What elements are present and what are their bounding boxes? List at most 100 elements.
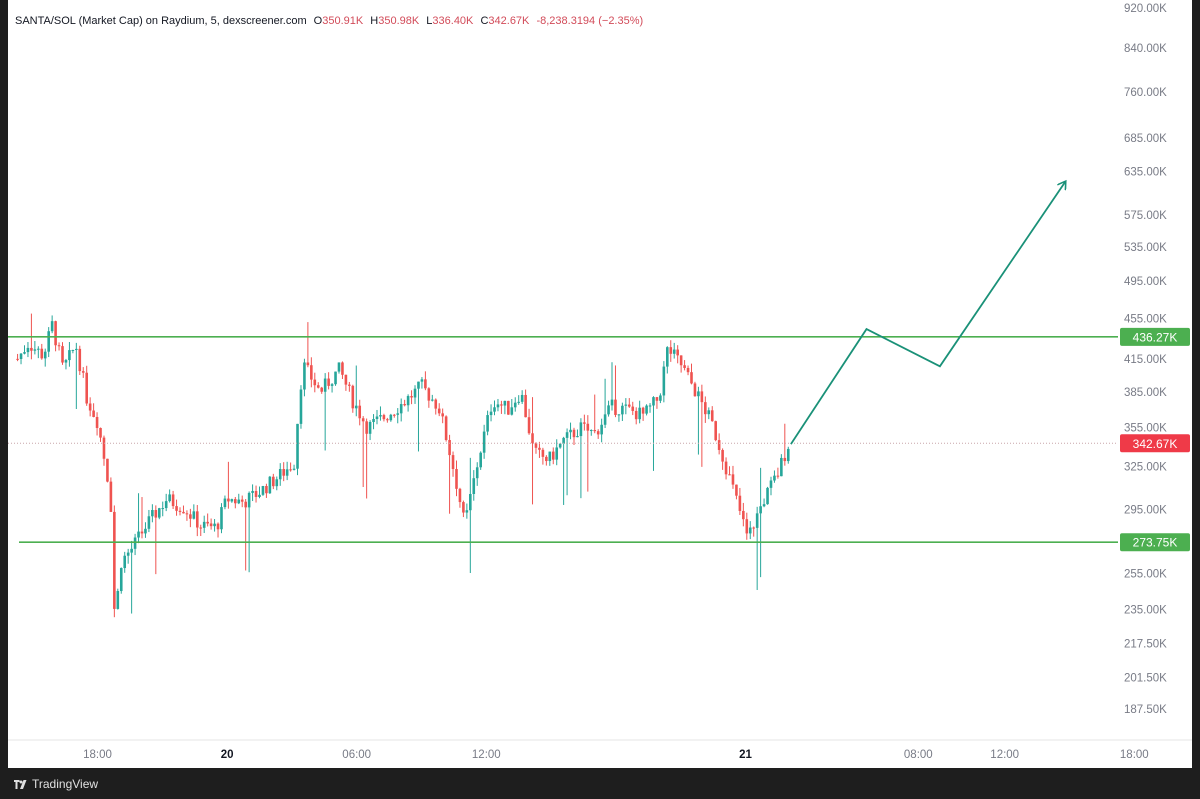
candle-body <box>379 415 382 417</box>
time-tick-label: 12:00 <box>472 749 501 761</box>
candle-body <box>638 407 641 420</box>
candle-body <box>520 394 524 402</box>
candle-body <box>583 422 586 424</box>
chart-svg[interactable]: 436.27K 273.75K 342.67K 920.00K 840.00K 760.… <box>8 0 1192 768</box>
candle-body <box>30 347 33 351</box>
candle-body <box>728 474 731 476</box>
candle-body <box>254 490 258 497</box>
candle-body <box>396 413 400 415</box>
candle-body <box>316 385 320 388</box>
chart-panel[interactable]: 436.27K 273.75K 342.67K 920.00K 840.00K 760.… <box>8 0 1192 768</box>
candle-body <box>455 468 458 489</box>
candle-body <box>175 506 178 511</box>
footer: TradingView <box>14 776 98 792</box>
candle-body <box>16 358 19 360</box>
candle-body <box>285 469 289 476</box>
time-tick-label: 08:00 <box>904 749 933 761</box>
candle-body <box>78 348 82 372</box>
candle-body <box>133 537 137 549</box>
candle-body <box>555 447 559 460</box>
price-tick-label: 325.00K <box>1124 462 1167 474</box>
price-tick-label: 920.00K <box>1124 3 1167 15</box>
candle-body <box>641 407 645 414</box>
time-tick-label: 21 <box>739 749 752 761</box>
candle-body <box>92 410 95 417</box>
candle-body <box>282 469 285 476</box>
candle-body <box>714 421 717 441</box>
candle-body <box>164 501 168 509</box>
candle-body <box>634 410 638 420</box>
candle-body <box>189 514 192 519</box>
candle-body <box>206 521 209 524</box>
candle-body <box>548 451 552 462</box>
candle-body <box>783 457 787 462</box>
candle-body <box>589 430 593 432</box>
candle-body <box>310 365 313 380</box>
candle-body <box>513 402 517 408</box>
candle-body <box>354 405 358 409</box>
candle-body <box>469 494 472 511</box>
candle-body <box>700 391 704 403</box>
candle-body <box>382 415 386 420</box>
candle-body <box>361 418 365 422</box>
price-axis[interactable]: 920.00K 840.00K 760.00K 685.00K 635.00K 575.0… <box>1124 3 1167 716</box>
candle-body <box>759 506 762 514</box>
legend-open-label: O <box>313 15 323 27</box>
level-badge-label: 273.75K <box>1133 536 1178 550</box>
legend-change: -8,238.3194 (−2.35%) <box>536 15 644 27</box>
candle-body <box>182 511 185 514</box>
price-tick-label: 455.00K <box>1124 313 1167 325</box>
projection-layer[interactable] <box>790 182 1065 445</box>
candle-body <box>614 399 617 415</box>
candle-body <box>472 478 476 495</box>
legend-high-label: H <box>370 15 379 27</box>
candle-body <box>755 513 759 528</box>
level-badge <box>1120 327 1190 346</box>
time-tick-label: 18:00 <box>1120 749 1149 761</box>
candle-body <box>420 379 424 382</box>
candle-body <box>496 404 500 408</box>
candle-body <box>451 455 455 469</box>
candle-body <box>721 449 724 462</box>
candle-body <box>37 348 40 350</box>
price-tick-label: 840.00K <box>1124 43 1167 55</box>
candle-body <box>240 499 244 502</box>
candle-body <box>724 461 728 475</box>
candle-body <box>538 447 541 450</box>
candle-body <box>320 387 324 392</box>
candle-body <box>119 568 123 592</box>
candle-body <box>171 494 175 507</box>
candle-body <box>659 395 662 401</box>
candle-body <box>766 487 769 505</box>
candle-body <box>596 431 600 435</box>
candle-body <box>462 502 465 513</box>
candle-body <box>489 411 493 416</box>
levels-layer[interactable]: 436.27K 273.75K 342.67K <box>8 327 1190 552</box>
candle-body <box>40 348 44 359</box>
candle-body <box>88 403 92 411</box>
candle-body <box>223 498 227 508</box>
candle-body <box>23 352 26 354</box>
candle-body <box>410 396 413 398</box>
candle-body <box>707 410 711 415</box>
candle-body <box>780 457 783 477</box>
candle-body <box>306 362 310 366</box>
candle-body <box>61 346 64 363</box>
legend-title: SANTA/SOL (Market Cap) on Raydium, 5, de… <box>15 15 307 27</box>
candle-body <box>43 351 47 359</box>
candle-body <box>99 427 102 438</box>
price-tick-label: 355.00K <box>1124 423 1167 435</box>
candle-body <box>330 384 334 386</box>
candle-body <box>106 458 109 482</box>
price-tick-label: 201.50K <box>1124 672 1167 684</box>
candle-body <box>607 405 610 415</box>
candle-body <box>54 321 57 346</box>
candle-body <box>392 414 396 416</box>
candle-body <box>742 510 745 520</box>
candle-body <box>572 429 576 438</box>
candle-body <box>479 452 482 468</box>
candle-body <box>510 407 514 415</box>
candle-body <box>365 421 368 434</box>
